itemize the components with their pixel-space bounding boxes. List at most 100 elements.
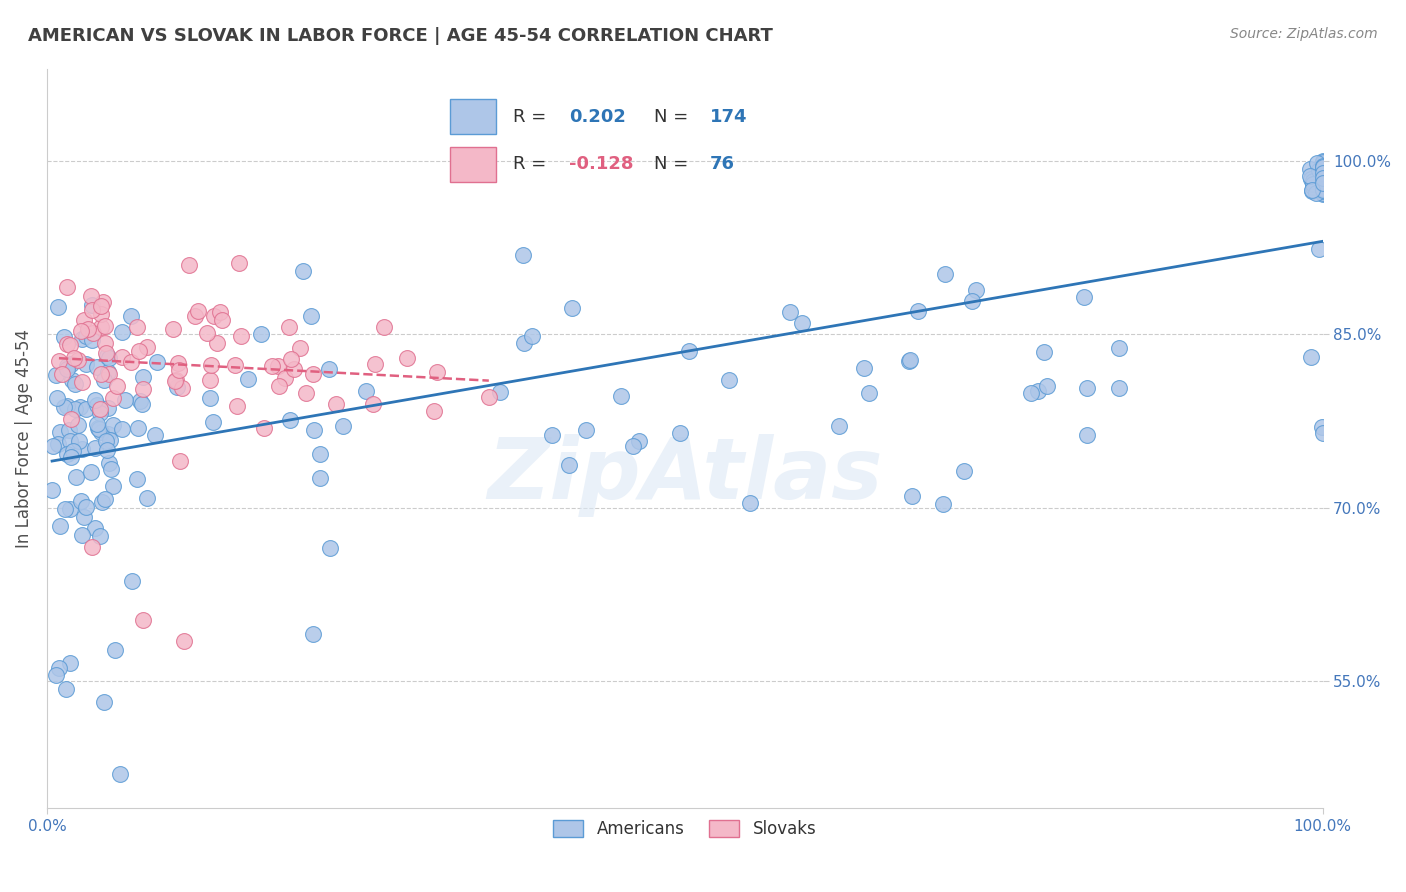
Legend: Americans, Slovaks: Americans, Slovaks bbox=[547, 813, 823, 845]
Point bbox=[195, 326, 218, 341]
Point bbox=[62, 443, 84, 458]
Point bbox=[1035, 379, 1057, 393]
Point bbox=[67, 434, 90, 448]
Point bbox=[121, 574, 143, 588]
Point bbox=[101, 418, 124, 433]
Point bbox=[1312, 166, 1334, 180]
Point bbox=[319, 541, 342, 556]
Point bbox=[129, 393, 152, 408]
Point bbox=[91, 295, 114, 310]
Point bbox=[200, 373, 222, 387]
Point bbox=[1073, 290, 1095, 304]
Point bbox=[94, 346, 117, 360]
Point bbox=[308, 471, 330, 485]
Point bbox=[82, 333, 104, 347]
Point bbox=[1312, 161, 1334, 175]
Point bbox=[1312, 170, 1334, 185]
Point bbox=[1312, 186, 1334, 201]
Point bbox=[828, 418, 851, 433]
Point bbox=[72, 376, 94, 390]
Point bbox=[86, 360, 108, 375]
Point bbox=[395, 351, 418, 365]
Point bbox=[1312, 156, 1334, 170]
Point bbox=[111, 325, 134, 339]
Point bbox=[897, 354, 920, 368]
Point bbox=[308, 447, 330, 461]
Text: N =: N = bbox=[654, 108, 693, 126]
Point bbox=[1308, 242, 1330, 256]
Point bbox=[1306, 156, 1329, 170]
Point bbox=[67, 417, 90, 432]
Point bbox=[104, 643, 127, 657]
Point bbox=[177, 259, 200, 273]
Point bbox=[70, 332, 93, 346]
Point bbox=[131, 382, 153, 396]
Point bbox=[51, 368, 73, 382]
Point bbox=[288, 341, 311, 355]
Point bbox=[97, 401, 120, 416]
Point bbox=[1026, 384, 1049, 398]
Point bbox=[274, 371, 297, 385]
Point bbox=[52, 400, 75, 414]
Point bbox=[48, 353, 70, 368]
Point bbox=[58, 423, 80, 437]
Point bbox=[621, 439, 644, 453]
Point bbox=[56, 399, 79, 413]
Point bbox=[960, 294, 983, 309]
Point bbox=[224, 358, 246, 372]
Text: N =: N = bbox=[654, 155, 693, 173]
Point bbox=[70, 442, 93, 457]
Point bbox=[1308, 163, 1330, 178]
Point bbox=[110, 422, 132, 436]
Point bbox=[80, 540, 103, 554]
Point bbox=[120, 355, 142, 369]
Point bbox=[1312, 176, 1334, 190]
Point bbox=[45, 667, 67, 681]
Point bbox=[62, 351, 84, 366]
Point bbox=[1312, 160, 1334, 174]
Point bbox=[361, 397, 384, 411]
Point bbox=[907, 304, 929, 318]
FancyBboxPatch shape bbox=[450, 146, 496, 181]
Point bbox=[561, 301, 583, 315]
Point bbox=[1310, 420, 1333, 434]
Point bbox=[94, 319, 117, 334]
Point bbox=[1312, 182, 1334, 196]
Point bbox=[558, 458, 581, 472]
Point bbox=[269, 379, 291, 393]
Point bbox=[46, 301, 69, 315]
Point bbox=[678, 343, 700, 358]
Point bbox=[165, 373, 187, 387]
Point bbox=[166, 379, 188, 393]
Point bbox=[209, 305, 232, 319]
Point bbox=[302, 627, 325, 641]
Point bbox=[325, 397, 347, 411]
Point bbox=[132, 614, 155, 628]
Point bbox=[70, 528, 93, 542]
Point bbox=[67, 353, 90, 368]
Point bbox=[86, 417, 108, 431]
Point bbox=[1076, 381, 1098, 395]
Point bbox=[302, 367, 325, 381]
Point bbox=[41, 483, 63, 498]
Point bbox=[932, 497, 955, 511]
Point bbox=[1312, 165, 1334, 179]
Point bbox=[101, 392, 124, 406]
Text: ZipAtlas: ZipAtlas bbox=[486, 434, 883, 517]
Point bbox=[46, 391, 69, 405]
Point bbox=[82, 298, 104, 312]
Point bbox=[354, 384, 377, 399]
Point bbox=[292, 264, 315, 278]
Point bbox=[127, 320, 149, 334]
Point bbox=[89, 402, 111, 417]
Point bbox=[82, 303, 104, 318]
Point bbox=[136, 339, 159, 353]
Text: 76: 76 bbox=[710, 155, 735, 173]
Point bbox=[173, 634, 195, 648]
Point bbox=[1312, 163, 1334, 178]
Point bbox=[202, 415, 225, 429]
Point bbox=[75, 357, 97, 371]
Point bbox=[1312, 160, 1334, 174]
Point bbox=[169, 453, 191, 467]
Point bbox=[792, 316, 814, 330]
